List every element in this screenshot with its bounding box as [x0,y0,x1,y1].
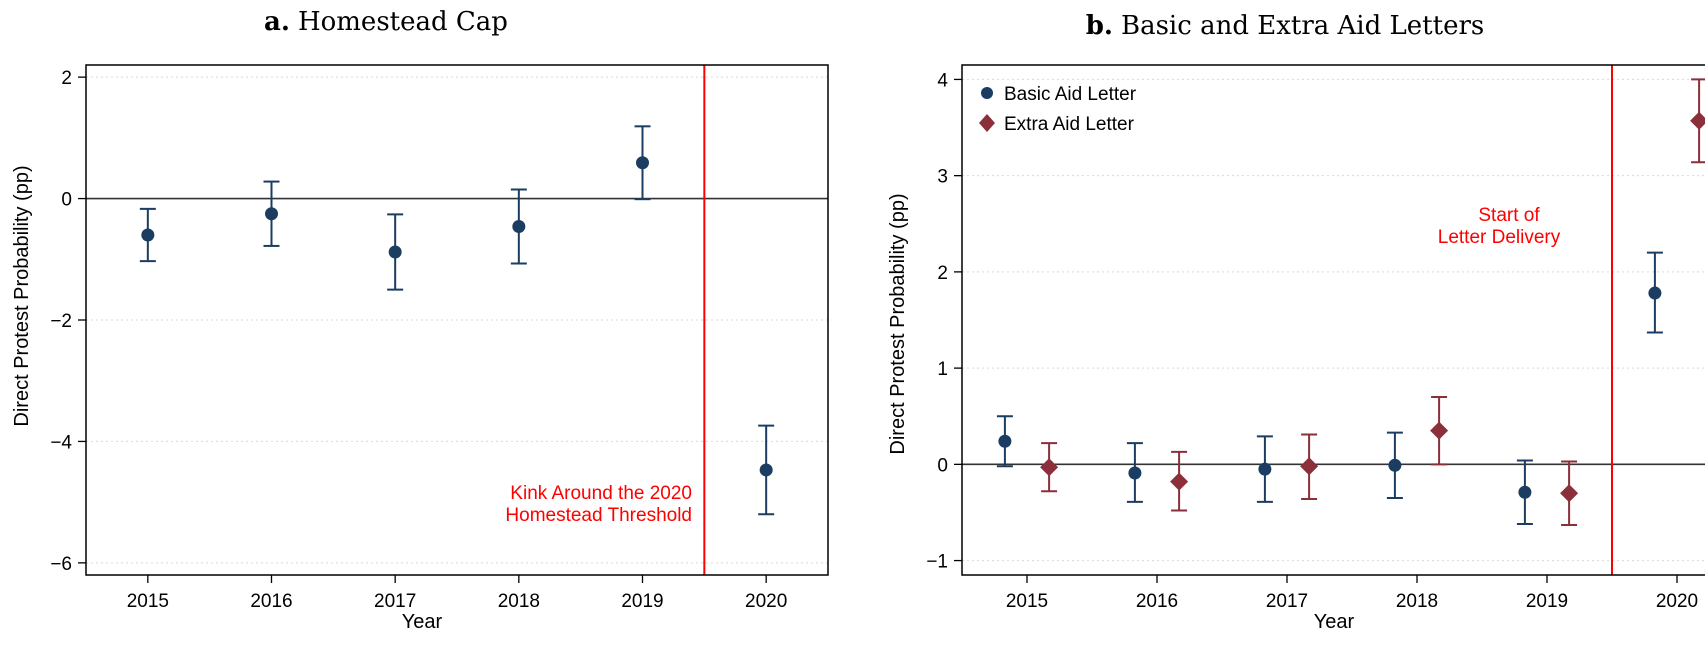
panel-a-letter: a. [264,7,290,37]
x-tick-label: 2016 [250,591,292,612]
panel-a-title-text: Homestead Cap [298,7,508,37]
panel-b-reference-lines [962,65,1705,575]
panel-b-x-axis-label: Year [1314,611,1355,633]
x-tick-label: 2016 [1136,591,1178,612]
panel-a-gridlines [86,76,828,564]
legend-basic-aid-marker [981,87,993,99]
panel-b-y-tick-labels: 4 3 2 1 0 −1 [926,70,948,572]
data-point-circle [512,220,526,233]
x-tick-label: 2019 [621,591,663,612]
panel-a-ticks [78,76,767,583]
data-point-circle [1518,485,1532,499]
x-tick-label: 2018 [1396,591,1438,612]
y-tick-label: −1 [926,552,948,573]
x-tick-label: 2017 [1266,591,1308,612]
legend-extra-aid-label: Extra Aid Letter [1004,114,1135,135]
panel-a-homestead-cap: a. Homestead Cap Year Direct Protest Prob… [11,7,829,633]
panel-b-legend: Basic Aid Letter Extra Aid Letter [979,84,1137,135]
data-point-circle [141,228,155,242]
y-tick-label: 0 [61,190,72,211]
data-point-diamond [1690,111,1705,130]
data-point-diamond [1040,458,1059,477]
data-point-diamond [1300,457,1319,476]
panel-a-data-marks [139,125,775,516]
data-point-circle [1258,462,1272,476]
panel-b-aid-letters: b. Basic and Extra Aid Letters Year Direc… [887,11,1705,633]
data-point-circle [1128,466,1142,480]
panel-a-annotation-line-2: Homestead Threshold [505,505,692,526]
x-tick-label: 2015 [127,591,169,612]
panel-b-ticks [954,78,1678,583]
panel-b-plot-frame [961,64,1705,576]
x-tick-label: 2020 [745,591,787,612]
panel-a-reference-lines [86,65,828,575]
panel-a-title: a. Homestead Cap [264,7,508,37]
data-point-circle [1388,458,1402,472]
x-tick-label: 2020 [1656,591,1698,612]
y-tick-label: 2 [61,68,72,89]
panel-a-x-tick-labels: 2015 2016 2017 2018 2019 2020 [127,591,788,612]
data-point-circle [759,463,773,477]
y-tick-label: 4 [937,70,948,91]
data-point-circle [388,245,402,259]
panel-b-data-marks [996,78,1705,526]
y-tick-label: 0 [937,455,948,476]
y-tick-label: −2 [50,311,72,332]
panel-b-annotation-line-2: Letter Delivery [1438,227,1561,248]
panel-a-y-tick-labels: 2 0 −2 −4 −6 [50,68,72,575]
x-tick-label: 2015 [1006,591,1048,612]
panel-b-x-tick-labels: 2015 2016 2017 2018 2019 2020 [1006,591,1698,612]
panel-b-y-axis-label: Direct Protest Probability (pp) [887,193,909,454]
panel-b-annotation-line-1: Start of [1478,205,1540,226]
data-point-diamond [1560,484,1579,503]
x-tick-label: 2018 [498,591,540,612]
panel-a-annotation-line-1: Kink Around the 2020 [510,483,692,504]
panel-a-plot-frame [85,64,829,576]
panel-b-gridlines [962,78,1705,562]
legend-extra-aid-marker [979,114,995,132]
data-point-circle [998,434,1012,448]
data-point-diamond [1170,472,1189,491]
panel-b-letter: b. [1086,11,1113,41]
y-tick-label: 3 [937,167,948,188]
data-point-circle [1648,286,1662,300]
x-tick-label: 2017 [374,591,416,612]
y-tick-label: 2 [937,263,948,284]
legend-basic-aid-label: Basic Aid Letter [1004,84,1137,105]
y-tick-label: −4 [50,432,72,453]
data-point-circle [636,156,649,170]
panel-b-title: b. Basic and Extra Aid Letters [1086,11,1484,41]
x-tick-label: 2019 [1526,591,1568,612]
panel-b-title-text: Basic and Extra Aid Letters [1121,11,1484,41]
y-tick-label: 1 [937,359,948,380]
y-tick-label: −6 [50,554,72,575]
panel-a-x-axis-label: Year [402,611,443,633]
data-point-circle [265,207,278,221]
data-point-diamond [1430,421,1449,440]
panel-a-y-axis-label: Direct Protest Probability (pp) [11,165,33,426]
